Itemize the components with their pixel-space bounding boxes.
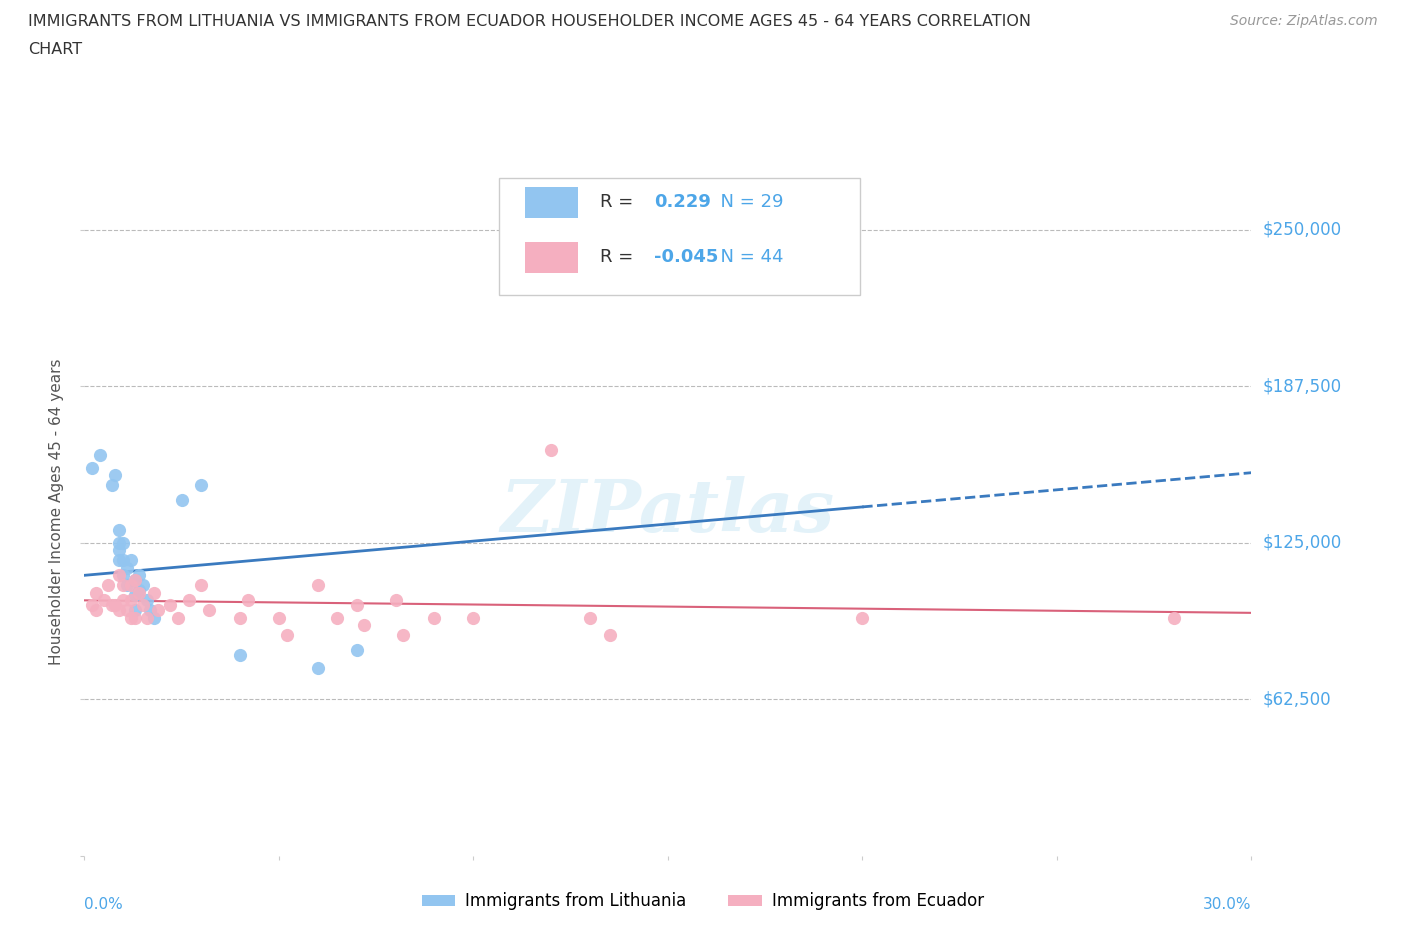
Point bbox=[159, 598, 181, 613]
Point bbox=[108, 603, 131, 618]
Point bbox=[307, 660, 329, 675]
Point bbox=[851, 610, 873, 625]
Text: $250,000: $250,000 bbox=[1263, 221, 1341, 239]
Point bbox=[540, 443, 562, 458]
Point bbox=[84, 603, 107, 618]
Point bbox=[120, 610, 142, 625]
Point bbox=[132, 578, 155, 592]
Point bbox=[112, 568, 135, 583]
Point bbox=[170, 493, 193, 508]
Point bbox=[124, 610, 146, 625]
Point bbox=[267, 610, 290, 625]
Text: R =: R = bbox=[600, 193, 640, 211]
Point bbox=[108, 543, 131, 558]
Point bbox=[124, 573, 146, 588]
Point bbox=[579, 610, 602, 625]
Point bbox=[115, 603, 138, 618]
Point bbox=[384, 593, 406, 608]
Point bbox=[198, 603, 221, 618]
Point bbox=[148, 603, 170, 618]
Point bbox=[734, 268, 756, 283]
Point bbox=[104, 468, 127, 483]
Point bbox=[599, 628, 621, 643]
Point bbox=[1163, 610, 1185, 625]
Point bbox=[139, 603, 162, 618]
Point bbox=[166, 610, 188, 625]
Text: CHART: CHART bbox=[28, 42, 82, 57]
Point bbox=[346, 598, 368, 613]
Point bbox=[190, 578, 212, 592]
Point bbox=[120, 593, 142, 608]
Text: N = 29: N = 29 bbox=[709, 193, 783, 211]
Point bbox=[276, 628, 298, 643]
Point bbox=[179, 593, 201, 608]
Text: 30.0%: 30.0% bbox=[1204, 897, 1251, 912]
Point bbox=[89, 447, 111, 462]
FancyBboxPatch shape bbox=[526, 187, 578, 218]
Point bbox=[124, 588, 146, 603]
Point bbox=[115, 578, 138, 592]
Text: IMMIGRANTS FROM LITHUANIA VS IMMIGRANTS FROM ECUADOR HOUSEHOLDER INCOME AGES 45 : IMMIGRANTS FROM LITHUANIA VS IMMIGRANTS … bbox=[28, 14, 1031, 29]
Y-axis label: Householder Income Ages 45 - 64 years: Householder Income Ages 45 - 64 years bbox=[49, 358, 65, 665]
Point bbox=[112, 578, 135, 592]
Text: 0.0%: 0.0% bbox=[84, 897, 124, 912]
Point bbox=[143, 610, 166, 625]
Point bbox=[82, 598, 104, 613]
Point bbox=[236, 593, 259, 608]
Point bbox=[112, 552, 135, 567]
Point bbox=[135, 593, 157, 608]
Point bbox=[143, 585, 166, 600]
Text: $125,000: $125,000 bbox=[1263, 534, 1341, 551]
Point bbox=[353, 618, 375, 632]
Point bbox=[120, 578, 142, 592]
Point bbox=[112, 536, 135, 551]
Legend: Immigrants from Lithuania, Immigrants from Ecuador: Immigrants from Lithuania, Immigrants fr… bbox=[416, 885, 990, 917]
Text: R =: R = bbox=[600, 248, 640, 266]
Text: $187,500: $187,500 bbox=[1263, 378, 1341, 395]
Point bbox=[108, 568, 131, 583]
Point bbox=[229, 610, 252, 625]
Point bbox=[108, 523, 131, 538]
Point bbox=[307, 578, 329, 592]
Text: N = 44: N = 44 bbox=[709, 248, 783, 266]
Point bbox=[463, 610, 485, 625]
Text: $62,500: $62,500 bbox=[1263, 690, 1331, 708]
Point bbox=[112, 593, 135, 608]
Point bbox=[84, 585, 107, 600]
Point bbox=[128, 568, 150, 583]
Point bbox=[82, 460, 104, 475]
FancyBboxPatch shape bbox=[526, 242, 578, 272]
Point bbox=[93, 593, 115, 608]
Point bbox=[120, 552, 142, 567]
Text: ZIPatlas: ZIPatlas bbox=[501, 476, 835, 547]
Point bbox=[115, 561, 138, 576]
Text: 0.229: 0.229 bbox=[654, 193, 710, 211]
Point bbox=[190, 478, 212, 493]
Point bbox=[124, 573, 146, 588]
Point bbox=[100, 478, 122, 493]
Point bbox=[128, 583, 150, 598]
Point bbox=[346, 643, 368, 658]
Point bbox=[97, 578, 120, 592]
Point bbox=[132, 598, 155, 613]
Point bbox=[229, 648, 252, 663]
Point bbox=[128, 585, 150, 600]
FancyBboxPatch shape bbox=[499, 178, 860, 295]
Point bbox=[108, 536, 131, 551]
Point bbox=[135, 610, 157, 625]
Point bbox=[100, 598, 122, 613]
Point bbox=[104, 598, 127, 613]
Text: -0.045: -0.045 bbox=[654, 248, 718, 266]
Point bbox=[423, 610, 446, 625]
Point bbox=[392, 628, 415, 643]
Point bbox=[124, 603, 146, 618]
Point bbox=[326, 610, 349, 625]
Point bbox=[108, 552, 131, 567]
Text: Source: ZipAtlas.com: Source: ZipAtlas.com bbox=[1230, 14, 1378, 28]
